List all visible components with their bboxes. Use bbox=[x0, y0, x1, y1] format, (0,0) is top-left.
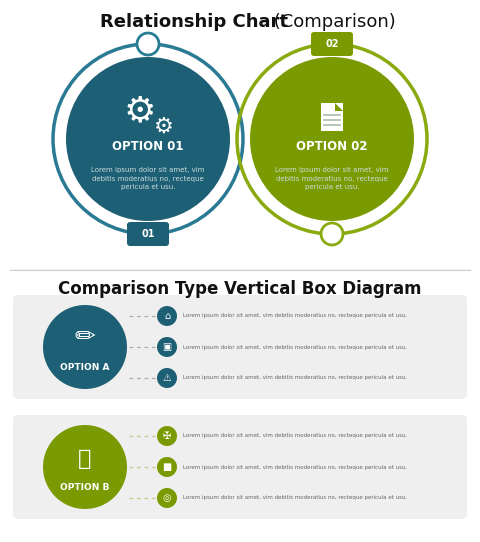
Circle shape bbox=[137, 33, 159, 55]
Text: OPTION 01: OPTION 01 bbox=[112, 140, 184, 153]
Text: ✏: ✏ bbox=[74, 325, 96, 349]
Circle shape bbox=[43, 425, 127, 509]
Text: ⌂: ⌂ bbox=[164, 311, 170, 321]
Text: ◎: ◎ bbox=[163, 493, 171, 503]
FancyBboxPatch shape bbox=[13, 295, 467, 399]
Text: ✠: ✠ bbox=[163, 431, 171, 441]
Text: OPTION A: OPTION A bbox=[60, 363, 110, 371]
Circle shape bbox=[250, 57, 414, 221]
Text: Comparison Type Vertical Box Diagram: Comparison Type Vertical Box Diagram bbox=[58, 280, 422, 298]
Text: ■: ■ bbox=[162, 462, 172, 472]
Text: ⚠: ⚠ bbox=[163, 373, 171, 383]
Circle shape bbox=[157, 426, 177, 446]
Text: Lorem ipsum dolor sit amet, vim debitis moderatius no, recteque pericula et usu.: Lorem ipsum dolor sit amet, vim debitis … bbox=[183, 313, 407, 319]
Circle shape bbox=[43, 305, 127, 389]
Text: Lorem ipsum dolor sit amet, vim debitis moderatius no, recteque pericula et usu.: Lorem ipsum dolor sit amet, vim debitis … bbox=[183, 434, 407, 438]
Text: Relationship Chart: Relationship Chart bbox=[100, 13, 288, 31]
Text: OPTION 02: OPTION 02 bbox=[296, 140, 368, 153]
Text: Lorem ipsum dolor sit amet, vim debitis moderatius no, recteque pericula et usu.: Lorem ipsum dolor sit amet, vim debitis … bbox=[183, 464, 407, 469]
Text: Lorem ipsum dolor sit amet, vim
debitis moderatius no, recteque
pericula et usu.: Lorem ipsum dolor sit amet, vim debitis … bbox=[91, 167, 205, 190]
Text: ▣: ▣ bbox=[162, 342, 172, 352]
FancyBboxPatch shape bbox=[311, 32, 353, 56]
FancyBboxPatch shape bbox=[13, 415, 467, 519]
Text: Lorem ipsum dolor sit amet, vim debitis moderatius no, recteque pericula et usu.: Lorem ipsum dolor sit amet, vim debitis … bbox=[183, 495, 407, 500]
Text: (Comparison): (Comparison) bbox=[268, 13, 396, 31]
Text: 01: 01 bbox=[141, 229, 155, 239]
Text: 02: 02 bbox=[325, 39, 339, 49]
Text: OPTION B: OPTION B bbox=[60, 482, 110, 492]
Text: Lorem ipsum dolor sit amet, vim debitis moderatius no, recteque pericula et usu.: Lorem ipsum dolor sit amet, vim debitis … bbox=[183, 345, 407, 350]
Circle shape bbox=[157, 368, 177, 388]
Text: ⚙: ⚙ bbox=[154, 117, 174, 137]
FancyBboxPatch shape bbox=[127, 222, 169, 246]
Circle shape bbox=[321, 223, 343, 245]
Text: Lorem ipsum dolor sit amet, vim
debitis moderatius no, recteque
pericula et usu.: Lorem ipsum dolor sit amet, vim debitis … bbox=[275, 167, 389, 190]
Circle shape bbox=[157, 337, 177, 357]
Text: ⚙: ⚙ bbox=[124, 94, 156, 128]
Polygon shape bbox=[335, 103, 343, 111]
Text: Lorem ipsum dolor sit amet, vim debitis moderatius no, recteque pericula et usu.: Lorem ipsum dolor sit amet, vim debitis … bbox=[183, 376, 407, 380]
FancyBboxPatch shape bbox=[321, 103, 343, 131]
Circle shape bbox=[157, 488, 177, 508]
Circle shape bbox=[157, 457, 177, 477]
Text: ⌖: ⌖ bbox=[78, 449, 92, 469]
Circle shape bbox=[66, 57, 230, 221]
Circle shape bbox=[157, 306, 177, 326]
